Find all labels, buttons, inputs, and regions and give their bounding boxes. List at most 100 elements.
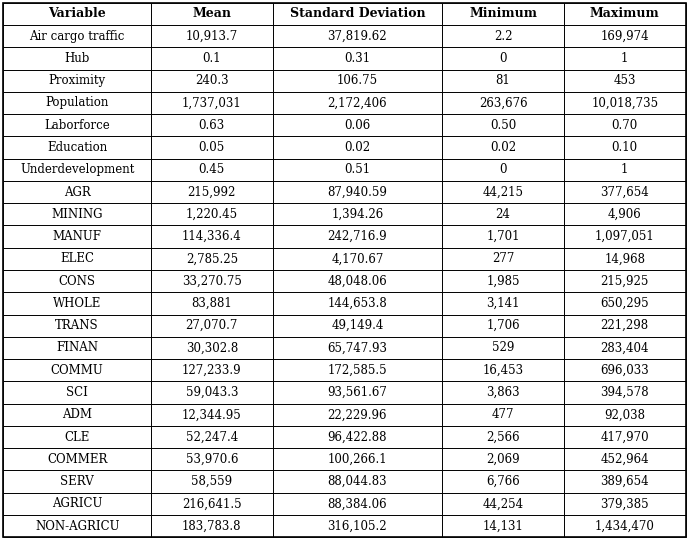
Text: 1,701: 1,701 — [486, 230, 520, 243]
Text: 1,985: 1,985 — [486, 275, 520, 288]
Text: 3,863: 3,863 — [486, 386, 520, 399]
Text: 0: 0 — [500, 52, 507, 65]
Text: 2.2: 2.2 — [494, 30, 513, 43]
Text: 48,048.06: 48,048.06 — [327, 275, 387, 288]
Text: 0.02: 0.02 — [344, 141, 371, 154]
Text: 24: 24 — [495, 208, 511, 221]
Text: 53,970.6: 53,970.6 — [185, 453, 238, 466]
Text: 44,254: 44,254 — [482, 497, 524, 510]
Text: 4,906: 4,906 — [608, 208, 641, 221]
Text: 477: 477 — [492, 408, 514, 421]
Text: 529: 529 — [492, 341, 514, 354]
Text: 1,434,470: 1,434,470 — [595, 519, 655, 532]
Text: 92,038: 92,038 — [604, 408, 645, 421]
Text: 283,404: 283,404 — [601, 341, 649, 354]
Text: Air cargo traffic: Air cargo traffic — [30, 30, 125, 43]
Text: 183,783.8: 183,783.8 — [182, 519, 242, 532]
Text: 0.45: 0.45 — [198, 163, 225, 176]
Text: 417,970: 417,970 — [600, 430, 649, 443]
Text: 650,295: 650,295 — [600, 297, 649, 310]
Text: WHOLE: WHOLE — [53, 297, 101, 310]
Text: 16,453: 16,453 — [482, 364, 524, 377]
Text: 44,215: 44,215 — [482, 186, 524, 199]
Text: 1: 1 — [621, 52, 628, 65]
Text: 12,344.95: 12,344.95 — [182, 408, 242, 421]
Text: 1,097,051: 1,097,051 — [595, 230, 655, 243]
Text: 14,968: 14,968 — [604, 252, 645, 265]
Text: 216,641.5: 216,641.5 — [182, 497, 242, 510]
Text: Variable: Variable — [48, 8, 106, 21]
Text: 2,566: 2,566 — [486, 430, 520, 443]
Text: 10,018,735: 10,018,735 — [591, 97, 658, 110]
Text: 1: 1 — [621, 163, 628, 176]
Text: 0.50: 0.50 — [490, 119, 516, 132]
Text: 65,747.93: 65,747.93 — [327, 341, 387, 354]
Text: 2,172,406: 2,172,406 — [327, 97, 387, 110]
Text: 96,422.88: 96,422.88 — [328, 430, 387, 443]
Text: 27,070.7: 27,070.7 — [185, 319, 238, 332]
Text: 0.31: 0.31 — [344, 52, 371, 65]
Text: 2,785.25: 2,785.25 — [186, 252, 238, 265]
Text: 4,170.67: 4,170.67 — [331, 252, 384, 265]
Text: SERV: SERV — [61, 475, 94, 488]
Text: NON-AGRICU: NON-AGRICU — [35, 519, 119, 532]
Text: 221,298: 221,298 — [601, 319, 649, 332]
Text: FINAN: FINAN — [56, 341, 99, 354]
Text: 127,233.9: 127,233.9 — [182, 364, 242, 377]
Text: 215,992: 215,992 — [187, 186, 236, 199]
Text: MINING: MINING — [52, 208, 103, 221]
Text: 81: 81 — [495, 74, 511, 87]
Text: 389,654: 389,654 — [600, 475, 649, 488]
Text: 0.70: 0.70 — [612, 119, 638, 132]
Text: 88,044.83: 88,044.83 — [327, 475, 387, 488]
Text: 33,270.75: 33,270.75 — [182, 275, 242, 288]
Text: COMMER: COMMER — [47, 453, 107, 466]
Text: 696,033: 696,033 — [600, 364, 649, 377]
Text: Population: Population — [45, 97, 109, 110]
Text: 0.02: 0.02 — [490, 141, 516, 154]
Text: 2,069: 2,069 — [486, 453, 520, 466]
Text: 1,737,031: 1,737,031 — [182, 97, 242, 110]
Text: 316,105.2: 316,105.2 — [327, 519, 387, 532]
Text: COMMU: COMMU — [51, 364, 103, 377]
Text: 215,925: 215,925 — [601, 275, 649, 288]
Text: Minimum: Minimum — [469, 8, 537, 21]
Text: AGR: AGR — [64, 186, 90, 199]
Text: AGRICU: AGRICU — [52, 497, 103, 510]
Text: Laborforce: Laborforce — [44, 119, 110, 132]
Text: MANUF: MANUF — [52, 230, 102, 243]
Text: 394,578: 394,578 — [600, 386, 649, 399]
Text: Proximity: Proximity — [49, 74, 105, 87]
Text: 379,385: 379,385 — [600, 497, 649, 510]
Text: ADM: ADM — [62, 408, 92, 421]
Text: 240.3: 240.3 — [195, 74, 229, 87]
Text: 58,559: 58,559 — [192, 475, 232, 488]
Text: 169,974: 169,974 — [600, 30, 649, 43]
Text: Mean: Mean — [192, 8, 232, 21]
Text: 0.06: 0.06 — [344, 119, 371, 132]
Text: 0.10: 0.10 — [612, 141, 638, 154]
Text: CONS: CONS — [59, 275, 96, 288]
Text: 10,913.7: 10,913.7 — [185, 30, 238, 43]
Text: 88,384.06: 88,384.06 — [327, 497, 387, 510]
Text: Standard Deviation: Standard Deviation — [289, 8, 425, 21]
Text: 52,247.4: 52,247.4 — [185, 430, 238, 443]
Text: 0: 0 — [500, 163, 507, 176]
Text: 1,706: 1,706 — [486, 319, 520, 332]
Text: Maximum: Maximum — [590, 8, 659, 21]
Text: 100,266.1: 100,266.1 — [327, 453, 387, 466]
Text: 1,394.26: 1,394.26 — [331, 208, 384, 221]
Text: 30,302.8: 30,302.8 — [185, 341, 238, 354]
Text: Education: Education — [47, 141, 107, 154]
Text: 0.1: 0.1 — [203, 52, 221, 65]
Text: Underdevelopment: Underdevelopment — [20, 163, 134, 176]
Text: 377,654: 377,654 — [600, 186, 649, 199]
Text: 87,940.59: 87,940.59 — [327, 186, 387, 199]
Text: 172,585.5: 172,585.5 — [327, 364, 387, 377]
Text: 106.75: 106.75 — [337, 74, 378, 87]
Text: 93,561.67: 93,561.67 — [327, 386, 387, 399]
Text: SCI: SCI — [66, 386, 88, 399]
Text: 3,141: 3,141 — [486, 297, 520, 310]
Text: 37,819.62: 37,819.62 — [327, 30, 387, 43]
Text: ELEC: ELEC — [60, 252, 94, 265]
